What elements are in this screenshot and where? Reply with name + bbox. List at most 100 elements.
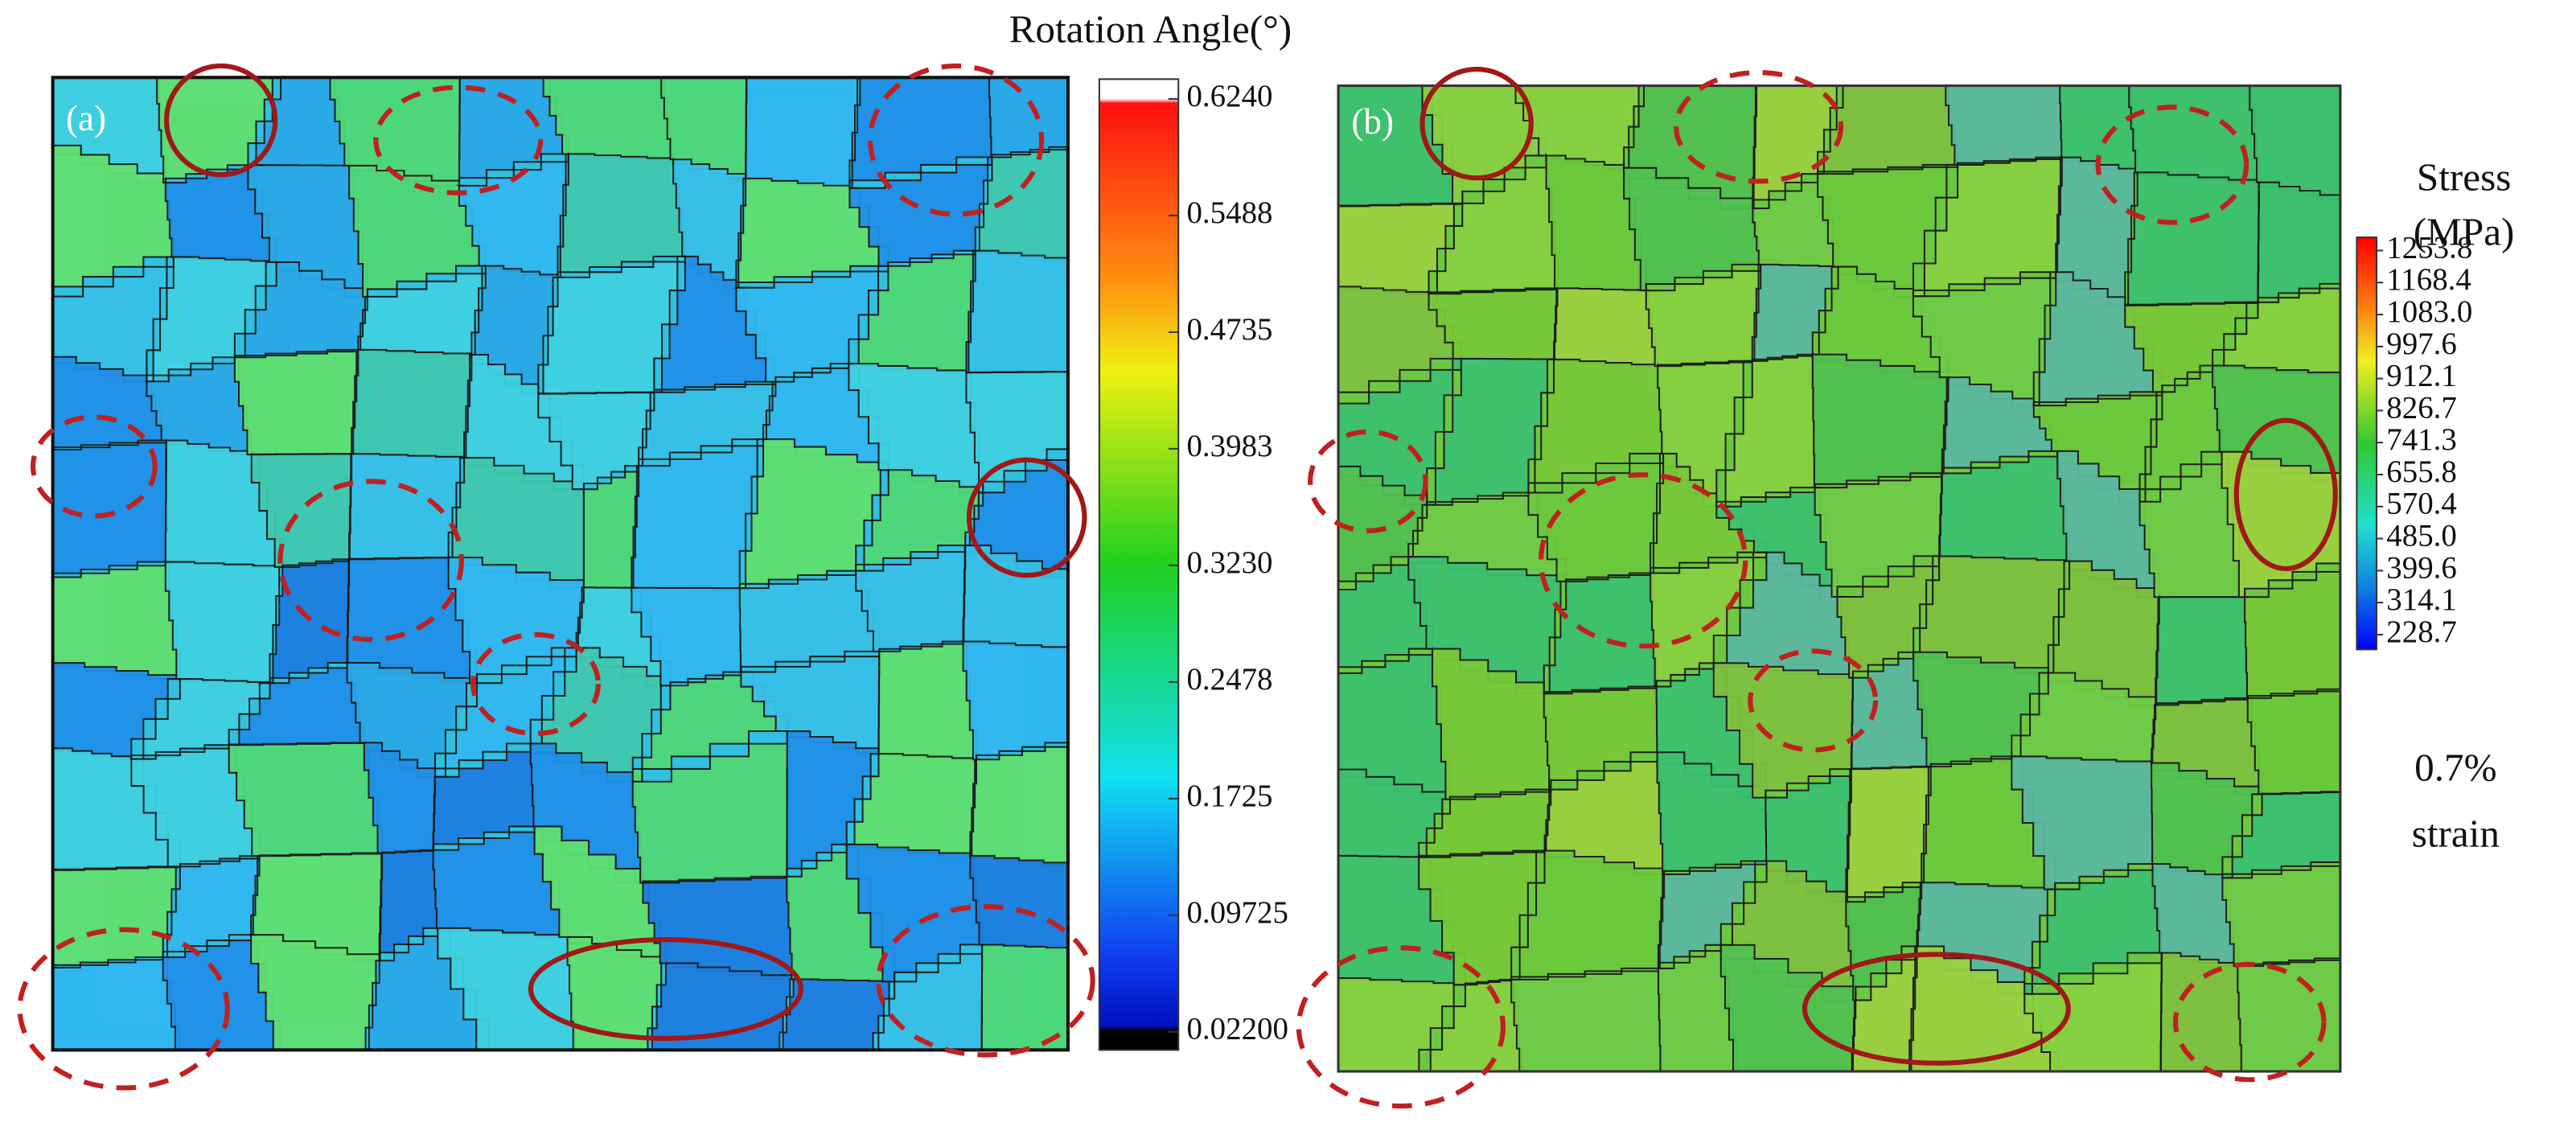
- grain: [1553, 287, 1659, 368]
- highlight-ellipse: [277, 479, 464, 643]
- colorbar-label: 399.6: [2386, 550, 2457, 585]
- grain: [233, 261, 368, 359]
- colorbar-label: 570.4: [2386, 487, 2457, 521]
- grain: [2244, 563, 2340, 699]
- grain: [1656, 749, 1768, 875]
- grain: [537, 391, 655, 491]
- grain: [582, 465, 640, 589]
- colorbar-label: 741.3: [2386, 422, 2457, 457]
- grain: [2124, 171, 2260, 306]
- grain: [447, 556, 585, 685]
- grain: [733, 265, 889, 383]
- colorbar-label: 0.3983: [1186, 429, 1272, 463]
- grain: [249, 452, 353, 568]
- grain: [1543, 572, 1658, 695]
- grain: [1338, 977, 1467, 1071]
- colorbar-label: 0.6240: [1186, 79, 1272, 113]
- rotation-map: [52, 77, 1068, 1051]
- grain: [434, 647, 577, 778]
- note: strain: [2412, 811, 2500, 855]
- grain: [988, 77, 1068, 158]
- grain: [1817, 85, 1959, 175]
- highlight-ellipse: [163, 63, 278, 178]
- grain: [2159, 952, 2244, 1071]
- highlight-ellipse: [876, 903, 1095, 1058]
- grain: [2257, 181, 2340, 303]
- grain: [855, 545, 967, 652]
- grain: [1527, 358, 1665, 494]
- grain: [2124, 301, 2259, 393]
- grain: [855, 469, 984, 572]
- highlight-ellipse: [2172, 961, 2327, 1083]
- grain: [2246, 689, 2340, 796]
- grain: [378, 849, 439, 962]
- grain: [52, 866, 181, 968]
- grain: [1338, 768, 1451, 858]
- grain: [647, 962, 795, 1051]
- grain: [1543, 685, 1658, 791]
- grain: [1650, 452, 1768, 574]
- grain: [348, 453, 466, 561]
- map-frame: [51, 76, 1070, 1052]
- colorbar-title: (MPa): [2414, 209, 2515, 253]
- highlight-ellipse: [1308, 429, 1428, 533]
- colorbar-label: 826.7: [2386, 390, 2457, 425]
- panel-label: (b): [1351, 101, 1394, 142]
- grain: [2155, 594, 2249, 706]
- grain: [351, 348, 473, 459]
- panel-label: (a): [66, 98, 106, 138]
- highlight-ellipse: [867, 63, 1045, 217]
- colorbar: [1098, 78, 1180, 1051]
- grain: [164, 561, 284, 685]
- grain: [631, 438, 765, 590]
- colorbar-label: 1253.8: [2386, 230, 2472, 265]
- grain: [1338, 202, 1464, 295]
- grain: [779, 978, 896, 1051]
- colorbar-title: Stress: [2417, 155, 2511, 199]
- grain: [1945, 85, 2063, 166]
- grain: [1527, 452, 1665, 582]
- note: 0.7%: [2414, 745, 2496, 789]
- colorbar-label: 0.09725: [1186, 895, 1288, 930]
- colorbar-label: 228.7: [2386, 615, 2457, 649]
- colorbar-label: 0.2478: [1186, 662, 1272, 697]
- grain: [745, 77, 861, 189]
- grain: [1715, 353, 1816, 508]
- grain: [52, 561, 181, 681]
- colorbar-label: 912.1: [2386, 359, 2457, 393]
- grain: [130, 678, 271, 760]
- highlight-ellipse: [1296, 945, 1506, 1109]
- highlight-ellipse: [17, 927, 230, 1091]
- grain: [1510, 967, 1662, 1071]
- grain: [1623, 167, 1762, 292]
- grain: [1338, 357, 1462, 506]
- grain: [52, 662, 181, 760]
- colorbar-label: 1168.4: [2386, 262, 2471, 297]
- grain: [980, 944, 1068, 1051]
- colorbar-label: 0.4735: [1186, 312, 1272, 347]
- grain: [1845, 765, 1932, 903]
- grain: [1429, 647, 1552, 800]
- annotations: [17, 63, 2338, 1109]
- colorbar: [2356, 236, 2378, 651]
- grain: [1845, 882, 1923, 1001]
- grain: [638, 380, 777, 467]
- highlight-ellipse: [1802, 952, 2071, 1066]
- colorbar-label: 0.02200: [1186, 1012, 1288, 1046]
- colorbar-label: 485.0: [2386, 519, 2457, 553]
- grain: [2023, 862, 2163, 995]
- highlight-ellipse: [470, 631, 601, 736]
- colorbar-label: 655.8: [2386, 454, 2457, 489]
- grain: [1416, 849, 1546, 986]
- grain: [2221, 861, 2340, 968]
- grain: [969, 742, 1068, 866]
- grain: [156, 77, 281, 184]
- grain: [1836, 555, 1941, 679]
- grain: [557, 152, 686, 278]
- grain: [1645, 263, 1762, 368]
- grain: [1657, 860, 1768, 969]
- highlight-ellipse: [2233, 417, 2338, 572]
- grain: [129, 744, 261, 868]
- grain: [631, 586, 742, 687]
